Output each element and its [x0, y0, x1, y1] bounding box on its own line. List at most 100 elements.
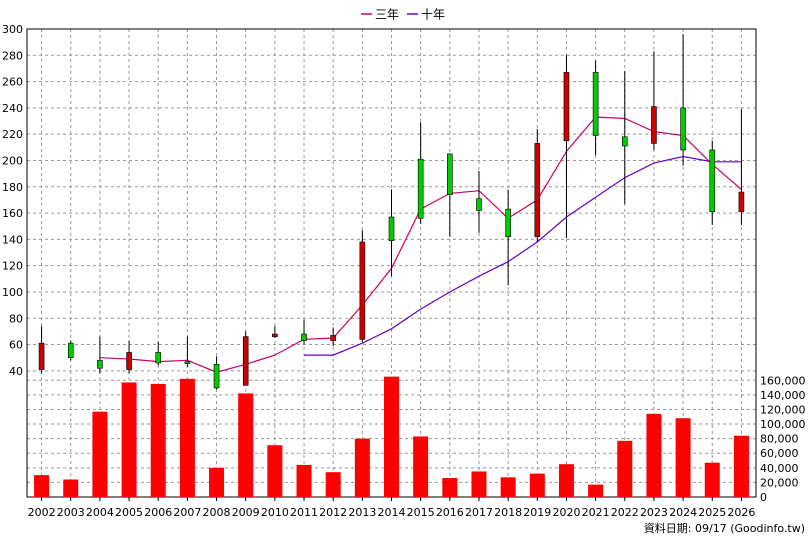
- candlestick: [505, 189, 511, 286]
- volume-bar: [704, 462, 720, 497]
- candle-body: [126, 352, 132, 370]
- year-tick-label: 2006: [144, 506, 172, 519]
- volume-tick-label: 60,000: [760, 447, 799, 460]
- volume-bar: [733, 435, 749, 497]
- volume-bar: [471, 471, 487, 497]
- volume-tick-label: 20,000: [760, 476, 799, 489]
- volume-bar: [413, 436, 429, 497]
- volume-bar: [384, 376, 399, 497]
- volume-bar: [209, 467, 225, 497]
- year-tick-label: 2002: [28, 506, 56, 519]
- year-tick-label: 2023: [640, 506, 668, 519]
- candlestick: [447, 153, 453, 237]
- candlestick: [417, 122, 424, 224]
- volume-bar: [121, 382, 137, 497]
- volume-bars: [34, 376, 749, 497]
- candle-body: [272, 333, 278, 337]
- year-tick-label: 2025: [698, 506, 726, 519]
- volume-bar: [529, 473, 545, 497]
- ma10-line: [304, 155, 742, 356]
- candlestick: [359, 230, 366, 342]
- candle-body: [621, 136, 628, 147]
- volume-tick-label: 80,000: [760, 433, 799, 446]
- candlestick: [388, 189, 395, 277]
- candlestick: [38, 326, 45, 374]
- year-tick-label: 2013: [348, 506, 376, 519]
- volume-bar: [442, 478, 458, 497]
- candlestick: [709, 140, 716, 225]
- volume-bar: [325, 472, 341, 497]
- year-tick-label: 2022: [611, 506, 639, 519]
- year-tick-label: 2008: [203, 506, 231, 519]
- volume-bar: [354, 438, 370, 497]
- candle-body: [184, 361, 191, 364]
- price-tick-label: 200: [2, 154, 23, 167]
- volume-bar: [588, 484, 604, 497]
- year-tick-label: 2014: [378, 506, 406, 519]
- candle-body: [155, 352, 162, 364]
- candlestick: [476, 171, 482, 233]
- candlestick: [534, 128, 541, 242]
- year-tick-label: 2018: [494, 506, 522, 519]
- price-tick-label: 80: [9, 312, 23, 325]
- price-tick-label: 280: [2, 49, 23, 62]
- candlesticks: [38, 34, 745, 390]
- candlestick: [563, 55, 570, 239]
- candlestick: [67, 340, 74, 361]
- candlestick: [592, 60, 599, 156]
- price-tick-label: 160: [2, 207, 23, 220]
- volume-tick-label: 0: [760, 491, 767, 504]
- volume-bar: [63, 479, 79, 497]
- candle-body: [213, 363, 220, 389]
- candle-body: [680, 107, 686, 151]
- price-tick-label: 140: [2, 233, 23, 246]
- price-tick-label: 40: [9, 365, 23, 378]
- legend: 三年 十年: [361, 8, 445, 22]
- price-tick-label: 240: [2, 102, 23, 115]
- year-tick-label: 2015: [407, 506, 435, 519]
- candlestick: [738, 109, 745, 225]
- legend-label-ma3: 三年: [375, 8, 399, 22]
- volume-bar: [179, 378, 195, 497]
- candle-body: [67, 342, 74, 359]
- year-tick-label: 2012: [319, 506, 347, 519]
- volume-tick-label: 160,000: [760, 374, 806, 387]
- legend-label-ma10: 十年: [421, 8, 445, 22]
- candle-body: [97, 360, 103, 369]
- volume-bar: [500, 477, 516, 497]
- volume-bar: [92, 411, 108, 497]
- year-tick-label: 2024: [669, 506, 697, 519]
- volume-bar: [617, 440, 633, 497]
- candle-body: [242, 336, 249, 386]
- footer-source: 資料日期: 09/17 (Goodinfo.tw): [644, 521, 805, 535]
- volume-tick-label: 40,000: [760, 462, 799, 475]
- price-tick-label: 300: [2, 23, 23, 36]
- volume-bar: [267, 445, 283, 497]
- candlestick: [651, 51, 657, 150]
- candle-body: [651, 106, 657, 144]
- candle-body: [534, 143, 541, 238]
- year-tick-label: 2016: [436, 506, 464, 519]
- candlestick: [184, 336, 191, 367]
- year-tick-label: 2007: [173, 506, 201, 519]
- candle-body: [330, 335, 336, 341]
- candle-body: [38, 342, 45, 370]
- year-tick-label: 2020: [552, 506, 580, 519]
- price-tick-label: 180: [2, 181, 23, 194]
- volume-tick-label: 100,000: [760, 418, 806, 431]
- price-tick-label: 120: [2, 260, 23, 273]
- candlestick: [680, 34, 686, 166]
- volume-bar: [558, 464, 574, 497]
- volume-bar: [646, 413, 662, 497]
- candlestick: [213, 356, 220, 390]
- year-tick-label: 2019: [523, 506, 551, 519]
- candle-body: [359, 241, 366, 340]
- year-tick-label: 2011: [290, 506, 318, 519]
- candlestick: [621, 71, 628, 204]
- candlestick: [155, 341, 162, 366]
- volume-bar: [296, 464, 312, 497]
- candlestick: [330, 327, 336, 346]
- candle-body: [417, 158, 424, 219]
- volume-bar: [34, 475, 50, 497]
